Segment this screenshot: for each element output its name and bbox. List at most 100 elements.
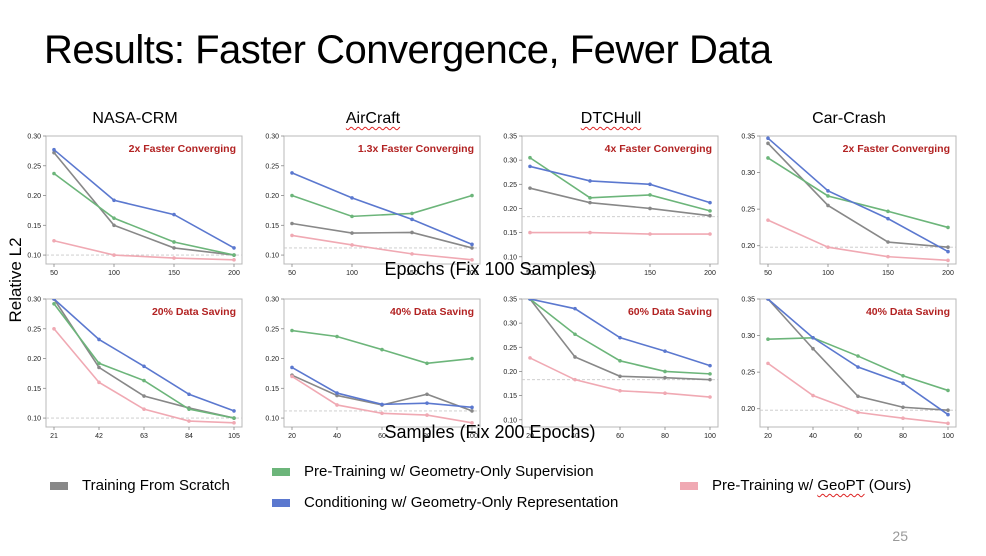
x-tick-label: 50 (764, 270, 772, 277)
series-line-geopt (530, 231, 710, 235)
chart-panel-samples-nasa-crm: 0.10 0.15 0.20 0.25 0.30 21 42 63 84 105 20% Data … (20, 297, 250, 445)
y-tick-label: 0.30 (741, 170, 755, 177)
chart-panel-epochs-aircraft: AirCraft 0.10 0.15 0.20 0.25 0.30 50 100 150 200… (258, 110, 488, 282)
y-tick-label: 0.25 (27, 163, 41, 170)
x-tick-label: 40 (333, 433, 341, 440)
data-point-scratch (588, 200, 592, 205)
chart-panel-samples-aircraft: 0.10 0.15 0.20 0.25 0.30 20 40 60 80 100 40% Data … (258, 297, 488, 445)
data-point-geopt (573, 377, 577, 382)
data-point-geometry_representation (946, 412, 950, 417)
data-point-scratch (766, 141, 770, 146)
y-tick-label: 0.25 (741, 207, 755, 214)
data-point-geometry_supervision (97, 361, 101, 366)
data-point-geometry_supervision (528, 155, 532, 160)
data-point-scratch (946, 408, 950, 412)
data-point-geopt (290, 374, 294, 379)
series-line-geopt (291, 234, 473, 261)
y-tick-label: 0.20 (265, 193, 279, 200)
data-point-geopt (708, 232, 712, 236)
data-point-geopt (97, 380, 101, 385)
y-tick-label: 0.25 (741, 370, 755, 377)
data-point-geometry_representation (528, 164, 532, 169)
data-point-geopt (470, 421, 474, 425)
data-point-geometry_representation (886, 216, 890, 221)
legend-item-scratch: Training From Scratch (50, 477, 230, 494)
data-point-geometry_representation (528, 299, 532, 301)
x-tick-label: 200 (466, 270, 478, 277)
x-tick-label: 20 (526, 433, 534, 440)
chart-svg: 0.10 0.15 0.20 0.25 0.30 50 100 150 200 1.3x Fast… (265, 134, 481, 277)
legend-item-geopt: Pre-Training w/ GeoPT (Ours) (680, 477, 911, 494)
data-point-geopt (410, 252, 414, 256)
x-tick-label: 20 (764, 433, 772, 440)
data-point-geometry_supervision (648, 193, 652, 197)
data-point-scratch (410, 230, 414, 235)
x-tick-label: 150 (644, 270, 656, 277)
plot-frame (521, 298, 719, 428)
data-point-geometry_representation (232, 246, 236, 250)
y-tick-label: 0.25 (503, 182, 517, 189)
series-group (528, 155, 712, 236)
data-point-geometry_representation (142, 364, 146, 369)
x-tick-label: 100 (822, 270, 834, 277)
legend-swatch (272, 467, 290, 476)
data-point-scratch (886, 240, 890, 244)
data-point-geometry_representation (97, 337, 101, 342)
series-line-geopt (53, 240, 235, 261)
y-tick-label: 0.15 (27, 386, 41, 393)
data-point-geometry_representation (350, 196, 354, 200)
legend-label: Conditioning w/ Geometry-Only Representa… (304, 494, 619, 511)
data-point-geopt (856, 410, 860, 415)
data-point-geometry_representation (410, 217, 414, 222)
data-point-geopt (901, 416, 905, 421)
data-point-geometry_supervision (470, 356, 474, 361)
data-point-geopt (811, 393, 815, 398)
data-point-geometry_representation (425, 401, 429, 405)
data-point-scratch (350, 231, 354, 235)
data-point-geometry_supervision (470, 193, 474, 198)
y-tick-label: 0.10 (265, 416, 279, 423)
y-tick-label: 0.30 (503, 158, 517, 165)
data-point-geopt (528, 356, 532, 360)
data-point-geopt (886, 254, 890, 259)
y-tick-label: 0.20 (265, 356, 279, 363)
series-line-geometry_representation (767, 137, 949, 253)
y-tick-label: 0.15 (503, 393, 517, 400)
x-tick-label: 80 (661, 433, 669, 440)
x-tick-label: 105 (228, 433, 240, 440)
series-group (766, 299, 950, 426)
y-tick-label: 0.10 (503, 417, 517, 424)
y-tick-label: 0.10 (27, 416, 41, 423)
data-point-geometry_supervision (663, 369, 667, 374)
series-line-geometry_supervision (767, 157, 949, 229)
y-tick-label: 0.30 (741, 333, 755, 340)
data-point-geometry_supervision (172, 240, 176, 244)
y-tick-label: 0.15 (27, 223, 41, 230)
data-point-geopt (290, 233, 294, 238)
legend-label: Pre-Training w/ GeoPT (Ours) (712, 477, 911, 494)
series-line-scratch (291, 222, 473, 249)
x-tick-label: 80 (423, 433, 431, 440)
y-tick-label: 0.35 (503, 297, 517, 304)
data-point-geometry_supervision (826, 194, 830, 198)
data-point-geometry_representation (618, 335, 622, 340)
data-point-geometry_supervision (901, 374, 905, 378)
data-point-geometry_supervision (856, 354, 860, 358)
x-tick-label: 150 (406, 270, 418, 277)
plot-frame (521, 135, 719, 265)
chart-annotation: 1.3x Faster Converging (358, 143, 474, 155)
data-point-geometry_representation (172, 212, 176, 217)
data-point-scratch (528, 186, 532, 190)
data-point-geometry_representation (648, 182, 652, 187)
x-tick-label: 60 (854, 433, 862, 440)
data-point-geopt (946, 421, 950, 426)
data-point-geometry_representation (290, 365, 294, 370)
data-point-geometry_supervision (946, 388, 950, 393)
data-point-scratch (573, 355, 577, 359)
data-point-scratch (648, 206, 652, 211)
y-tick-label: 0.20 (27, 356, 41, 363)
plot-frame (283, 298, 481, 428)
series-line-scratch (767, 142, 949, 248)
x-tick-label: 100 (466, 433, 478, 440)
x-tick-label: 50 (50, 270, 58, 277)
